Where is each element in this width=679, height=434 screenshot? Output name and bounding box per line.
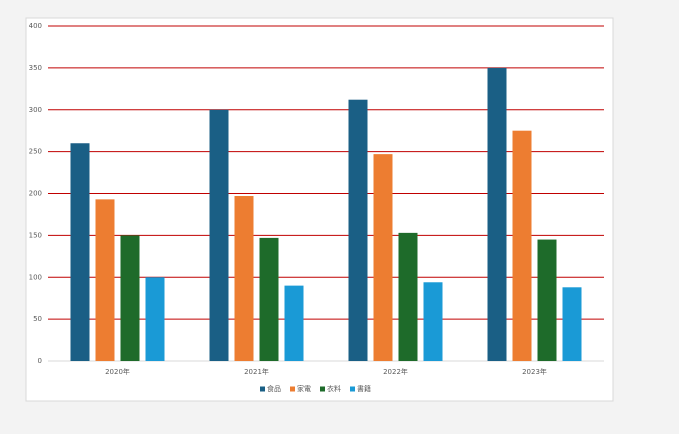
bar (284, 285, 304, 361)
bar (259, 237, 279, 361)
legend-label: 食品 (267, 384, 281, 393)
legend-swatch (290, 386, 295, 392)
y-tick-label: 0 (38, 357, 42, 365)
bar (487, 67, 507, 361)
legend-swatch (320, 386, 325, 392)
y-tick-label: 200 (29, 190, 42, 198)
y-tick-label: 250 (29, 148, 42, 156)
y-tick-label: 400 (29, 22, 42, 30)
bar (562, 287, 582, 361)
bar (95, 199, 115, 361)
bar (234, 196, 254, 361)
legend-swatch (260, 386, 265, 392)
legend-swatch (350, 386, 355, 392)
y-tick-label: 350 (29, 64, 42, 72)
bar (512, 130, 532, 361)
y-tick-label: 150 (29, 231, 42, 239)
bar (348, 99, 368, 361)
y-tick-label: 50 (33, 315, 42, 323)
bar (423, 282, 443, 361)
y-tick-label: 300 (29, 106, 42, 114)
bar (209, 109, 229, 361)
x-tick-label: 2022年 (383, 367, 408, 376)
x-tick-label: 2023年 (522, 367, 547, 376)
legend-label: 家電 (297, 384, 311, 393)
bar (537, 239, 557, 361)
bar (398, 232, 418, 361)
bar (145, 277, 165, 361)
legend-label: 書籍 (357, 384, 371, 393)
y-tick-label: 100 (29, 273, 42, 281)
x-tick-label: 2020年 (105, 367, 130, 376)
bar (373, 154, 393, 361)
legend-label: 衣料 (327, 384, 341, 393)
bar (120, 235, 140, 361)
x-tick-label: 2021年 (244, 367, 269, 376)
bar (70, 143, 90, 361)
